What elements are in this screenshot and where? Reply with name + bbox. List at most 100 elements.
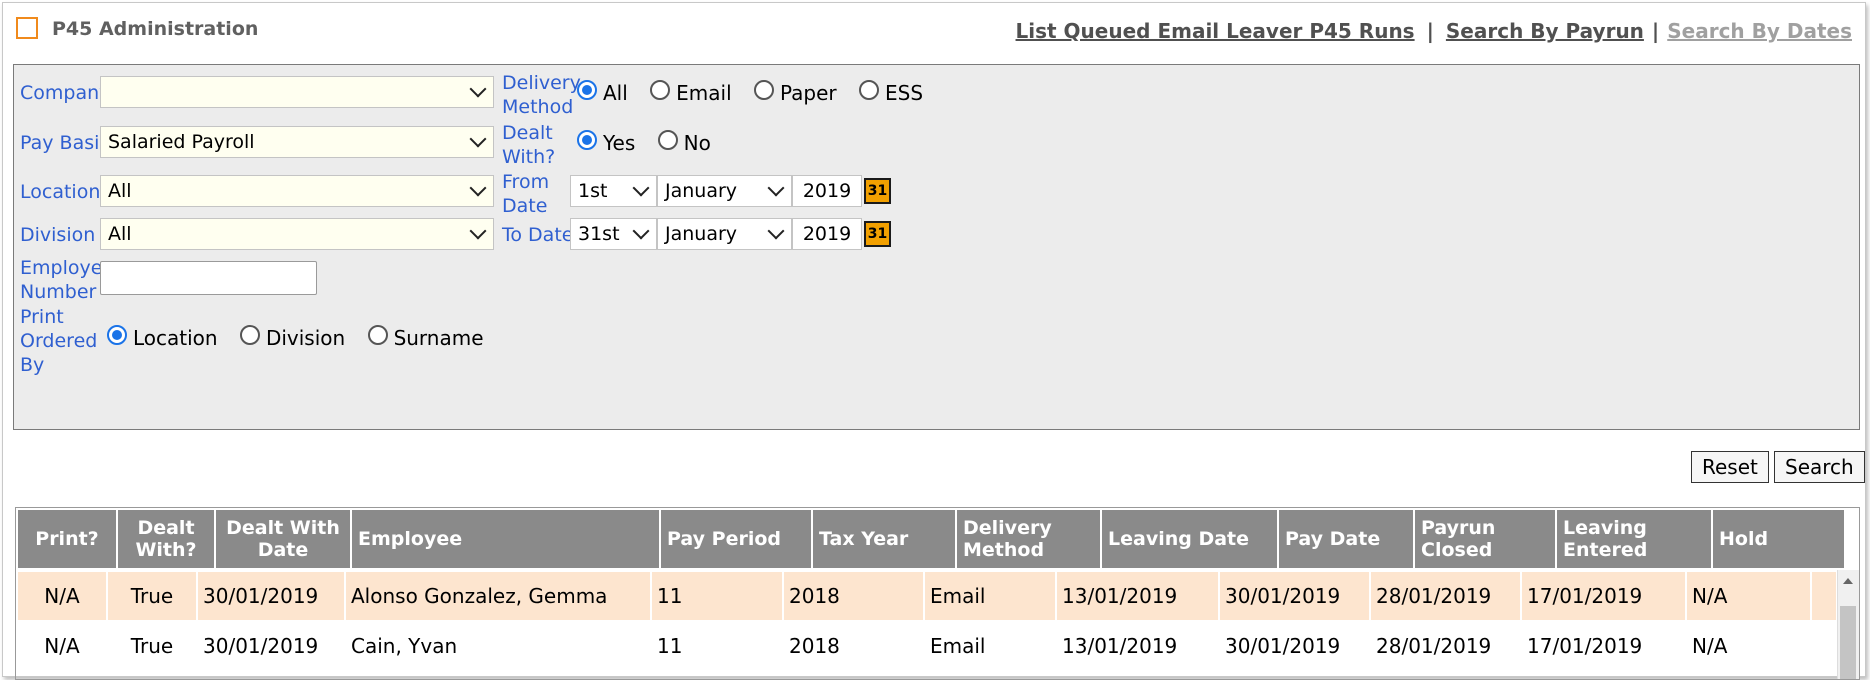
division-select[interactable]: All bbox=[100, 218, 494, 250]
cell-dealt-with-date: 30/01/2019 bbox=[198, 622, 346, 670]
radio-unchecked-icon bbox=[650, 80, 671, 100]
cell-employee: Cain, Yvan bbox=[346, 622, 652, 670]
scrollbar-thumb[interactable] bbox=[1840, 606, 1856, 679]
vertical-scrollbar[interactable] bbox=[1837, 570, 1859, 679]
col-header-leaving-entered[interactable]: Leaving Entered bbox=[1557, 510, 1713, 568]
radio-option-yes[interactable]: Yes bbox=[577, 130, 635, 155]
location-value: All bbox=[108, 180, 132, 202]
from-year-input[interactable]: 2019 bbox=[792, 175, 862, 207]
cell-leaving-date: 13/01/2019 bbox=[1057, 622, 1220, 670]
dealt-with-radios: Yes No bbox=[577, 130, 727, 158]
cell-tax-year: 2018 bbox=[784, 572, 925, 620]
link-separator: | bbox=[1426, 19, 1434, 43]
table-header: Print? Dealt With? Dealt With Date Employe… bbox=[18, 510, 1846, 568]
col-header-dealt-with[interactable]: Dealt With? bbox=[118, 510, 216, 568]
delivery-method-radios: All Email Paper ESS bbox=[577, 80, 939, 108]
from-day-select[interactable]: 1st bbox=[570, 175, 657, 207]
radio-unchecked-icon bbox=[657, 130, 678, 150]
radio-option-surname[interactable]: Surname bbox=[367, 325, 484, 350]
cell-hold: N/A bbox=[1687, 622, 1812, 670]
cell-leaving-entered: 17/01/2019 bbox=[1522, 622, 1687, 670]
cell-dealt-with-date: 30/01/2019 bbox=[198, 572, 346, 620]
chevron-down-icon bbox=[767, 179, 785, 197]
cell-hold: N/A bbox=[1687, 572, 1812, 620]
radio-option-email[interactable]: Email bbox=[650, 80, 732, 105]
link-separator: | bbox=[1651, 19, 1660, 43]
print-ordered-by-radios: Location Division Surname bbox=[107, 325, 500, 353]
link-search-by-payrun[interactable]: Search By Payrun bbox=[1445, 19, 1644, 43]
cell-leaving-entered: 17/01/2019 bbox=[1522, 572, 1687, 620]
radio-unchecked-icon bbox=[754, 80, 775, 100]
radio-unchecked-icon bbox=[859, 80, 880, 100]
cell-pay-date: 30/01/2019 bbox=[1220, 572, 1371, 620]
radio-unchecked-icon bbox=[239, 325, 260, 345]
cell-payrun-closed: 28/01/2019 bbox=[1371, 572, 1522, 620]
to-date-label: To Date bbox=[502, 224, 574, 246]
pay-basis-value: Salaried Payroll bbox=[108, 131, 255, 153]
col-header-dealt-with-date[interactable]: Dealt With Date bbox=[216, 510, 352, 568]
cell-print: N/A bbox=[18, 622, 108, 670]
col-header-payrun-closed[interactable]: Payrun Closed bbox=[1415, 510, 1557, 568]
cell-delivery-method: Email bbox=[925, 622, 1057, 670]
to-month-select[interactable]: January bbox=[657, 218, 792, 250]
radio-option-division[interactable]: Division bbox=[239, 325, 345, 350]
radio-option-all[interactable]: All bbox=[577, 80, 628, 105]
cell-leaving-date: 13/01/2019 bbox=[1057, 572, 1220, 620]
cell-print: N/A bbox=[18, 572, 108, 620]
location-label: Location bbox=[20, 181, 101, 203]
from-month-select[interactable]: January bbox=[657, 175, 792, 207]
pay-basis-select[interactable]: Salaried Payroll bbox=[100, 126, 494, 158]
filter-panel: Company Pay Basis Salaried Payroll Locat… bbox=[13, 64, 1860, 430]
app-logo-icon bbox=[16, 17, 38, 39]
reset-button[interactable]: Reset bbox=[1691, 451, 1769, 483]
calendar-icon[interactable]: 31 bbox=[864, 178, 891, 204]
col-header-delivery-method[interactable]: Delivery Method bbox=[957, 510, 1102, 568]
chevron-down-icon bbox=[469, 130, 487, 148]
division-label: Division bbox=[20, 224, 96, 246]
dealt-with-label: Dealt With? bbox=[502, 122, 556, 168]
radio-option-ess[interactable]: ESS bbox=[859, 80, 923, 105]
cell-payrun-closed: 28/01/2019 bbox=[1371, 622, 1522, 670]
radio-checked-icon bbox=[577, 130, 597, 150]
cell-dealt-with: True bbox=[108, 572, 198, 620]
chevron-down-icon bbox=[767, 222, 785, 240]
from-date-label: From Date bbox=[502, 171, 550, 217]
cell-tax-year: 2018 bbox=[784, 622, 925, 670]
col-header-pay-period[interactable]: Pay Period bbox=[661, 510, 813, 568]
link-search-by-dates[interactable]: Search By Dates bbox=[1667, 19, 1852, 43]
to-day-select[interactable]: 31st bbox=[570, 218, 657, 250]
page-title: P45 Administration bbox=[52, 18, 259, 40]
print-ordered-by-label: Print Ordered By bbox=[20, 306, 98, 376]
scroll-up-icon[interactable] bbox=[1843, 578, 1853, 584]
col-header-print[interactable]: Print? bbox=[18, 510, 118, 568]
division-value: All bbox=[108, 223, 132, 245]
company-select[interactable] bbox=[100, 76, 494, 108]
radio-option-paper[interactable]: Paper bbox=[754, 80, 837, 105]
table-row[interactable]: N/A True 30/01/2019 Alonso Gonzalez, Gem… bbox=[18, 572, 1836, 620]
radio-checked-icon bbox=[107, 325, 127, 345]
cell-pay-period: 11 bbox=[652, 622, 784, 670]
top-links: List Queued Email Leaver P45 Runs | Search… bbox=[1016, 19, 1852, 43]
col-header-pay-date[interactable]: Pay Date bbox=[1279, 510, 1415, 568]
radio-option-location[interactable]: Location bbox=[107, 325, 218, 350]
col-header-hold[interactable]: Hold bbox=[1713, 510, 1846, 568]
employee-number-input[interactable] bbox=[100, 261, 317, 295]
to-year-input[interactable]: 2019 bbox=[792, 218, 862, 250]
col-header-tax-year[interactable]: Tax Year bbox=[813, 510, 957, 568]
calendar-icon[interactable]: 31 bbox=[864, 221, 891, 247]
col-header-leaving-date[interactable]: Leaving Date bbox=[1102, 510, 1279, 568]
delivery-method-label: Delivery Method bbox=[502, 72, 581, 118]
results-table: Print? Dealt With? Dealt With Date Employe… bbox=[15, 507, 1860, 680]
chevron-down-icon bbox=[469, 179, 487, 197]
cell-delivery-method: Email bbox=[925, 572, 1057, 620]
table-row[interactable]: N/A True 30/01/2019 Cain, Yvan 11 2018 E… bbox=[18, 622, 1836, 670]
link-list-queued-email-runs[interactable]: List Queued Email Leaver P45 Runs bbox=[1015, 19, 1415, 43]
cell-employee: Alonso Gonzalez, Gemma bbox=[346, 572, 652, 620]
col-header-employee[interactable]: Employee bbox=[352, 510, 661, 568]
location-select[interactable]: All bbox=[100, 175, 494, 207]
cell-pay-period: 11 bbox=[652, 572, 784, 620]
search-button[interactable]: Search bbox=[1774, 451, 1865, 483]
employee-number-label: Employee Number bbox=[20, 257, 115, 303]
radio-option-no[interactable]: No bbox=[657, 130, 711, 155]
